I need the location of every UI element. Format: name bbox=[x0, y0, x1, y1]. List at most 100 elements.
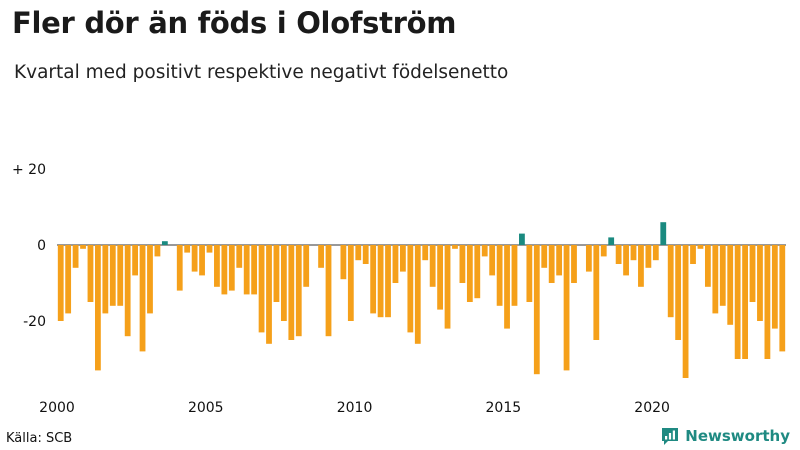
bar-negative bbox=[280, 245, 287, 321]
bar-negative bbox=[206, 245, 213, 253]
chart-title: Fler dör än föds i Olofström bbox=[12, 6, 457, 40]
bar-negative bbox=[87, 245, 94, 302]
bar-negative bbox=[734, 245, 741, 359]
bar-negative bbox=[727, 245, 734, 325]
chart-subtitle: Kvartal med positivt respektive negativt… bbox=[14, 62, 509, 83]
bar-negative bbox=[318, 245, 324, 268]
bar-negative bbox=[563, 245, 570, 371]
bar-negative bbox=[154, 245, 161, 257]
bar-negative bbox=[176, 245, 183, 291]
bar-negative bbox=[288, 245, 295, 340]
bar-negative bbox=[132, 245, 139, 276]
bar-negative bbox=[370, 245, 377, 314]
bar-negative bbox=[273, 245, 280, 302]
bar-negative bbox=[385, 245, 391, 318]
bar-negative bbox=[690, 245, 696, 264]
x-tick-label: 2005 bbox=[188, 400, 224, 416]
bar-negative bbox=[630, 245, 637, 261]
bar-negative bbox=[757, 245, 763, 321]
bar-positive bbox=[660, 222, 667, 245]
bar-negative bbox=[236, 245, 243, 268]
bar-negative bbox=[414, 245, 421, 344]
bar-negative bbox=[541, 245, 548, 268]
bar-negative bbox=[347, 245, 354, 321]
bar-negative bbox=[704, 245, 711, 287]
bar-negative bbox=[771, 245, 778, 329]
bar-negative bbox=[65, 245, 72, 314]
bar-negative bbox=[400, 245, 406, 272]
bar-negative bbox=[392, 245, 399, 283]
bar-negative bbox=[712, 245, 719, 314]
bar-negative bbox=[511, 245, 518, 306]
bar-negative bbox=[459, 245, 466, 283]
bar-negative bbox=[109, 245, 116, 306]
bars bbox=[57, 222, 786, 378]
bar-negative bbox=[102, 245, 109, 314]
brand-logo[interactable]: Newsworthy bbox=[660, 426, 790, 446]
source-note: Källa: SCB bbox=[6, 431, 73, 446]
bar-negative bbox=[303, 245, 310, 287]
bar-negative bbox=[437, 245, 443, 310]
bar-negative bbox=[548, 245, 555, 283]
bar-negative bbox=[742, 245, 748, 359]
bar-negative bbox=[117, 245, 124, 306]
bar-negative bbox=[556, 245, 563, 276]
bar-negative bbox=[422, 245, 429, 261]
bar-negative bbox=[526, 245, 533, 302]
bar-negative bbox=[139, 245, 146, 352]
bar-negative bbox=[697, 245, 704, 249]
bar-negative bbox=[377, 245, 384, 318]
bar-negative bbox=[764, 245, 771, 359]
bar-negative bbox=[474, 245, 481, 299]
bar-negative bbox=[228, 245, 235, 291]
bar-negative bbox=[749, 245, 756, 302]
bar-negative bbox=[615, 245, 622, 264]
y-tick-label: + 20 bbox=[12, 162, 46, 178]
bar-negative bbox=[258, 245, 265, 333]
bar-negative bbox=[199, 245, 205, 276]
bar-negative bbox=[489, 245, 496, 276]
bar-negative bbox=[682, 245, 689, 378]
bar-negative bbox=[600, 245, 607, 257]
x-tick-label: 2020 bbox=[634, 400, 670, 416]
bar-negative bbox=[466, 245, 473, 302]
bar-negative bbox=[251, 245, 258, 295]
y-tick-label: -20 bbox=[23, 314, 46, 330]
bar-negative bbox=[214, 245, 220, 287]
bar-negative bbox=[355, 245, 362, 261]
bar-negative bbox=[407, 245, 414, 333]
bar-positive bbox=[608, 237, 615, 245]
bar-negative bbox=[340, 245, 347, 280]
bar-negative bbox=[675, 245, 682, 340]
x-tick-label: 2000 bbox=[39, 400, 75, 416]
bar-negative bbox=[191, 245, 198, 272]
bar-negative bbox=[429, 245, 436, 287]
bar-negative bbox=[779, 245, 786, 352]
bar-positive bbox=[519, 233, 525, 245]
bar-negative bbox=[481, 245, 488, 257]
bar-negative bbox=[571, 245, 577, 283]
bar-negative bbox=[221, 245, 228, 295]
bar-negative bbox=[72, 245, 79, 268]
brand-name: Newsworthy bbox=[685, 427, 790, 445]
bar-negative bbox=[452, 245, 458, 249]
bar-negative bbox=[623, 245, 629, 276]
bar-negative bbox=[95, 245, 101, 371]
y-tick-label: 0 bbox=[37, 238, 46, 254]
bar-negative bbox=[444, 245, 451, 329]
bar-negative bbox=[243, 245, 250, 295]
bar-negative bbox=[645, 245, 652, 268]
bar-negative bbox=[504, 245, 510, 329]
x-tick-label: 2015 bbox=[486, 400, 522, 416]
bar-negative bbox=[80, 245, 86, 249]
x-axis-ticks: 2000 2005 2010 2015 2020 bbox=[39, 400, 670, 416]
bar-negative bbox=[325, 245, 332, 337]
bar-negative bbox=[295, 245, 302, 337]
x-tick-label: 2010 bbox=[337, 400, 373, 416]
bar-negative bbox=[496, 245, 503, 306]
bar-negative bbox=[638, 245, 644, 287]
bar-negative bbox=[147, 245, 153, 314]
bar-negative bbox=[533, 245, 540, 375]
bar-negative bbox=[362, 245, 369, 264]
